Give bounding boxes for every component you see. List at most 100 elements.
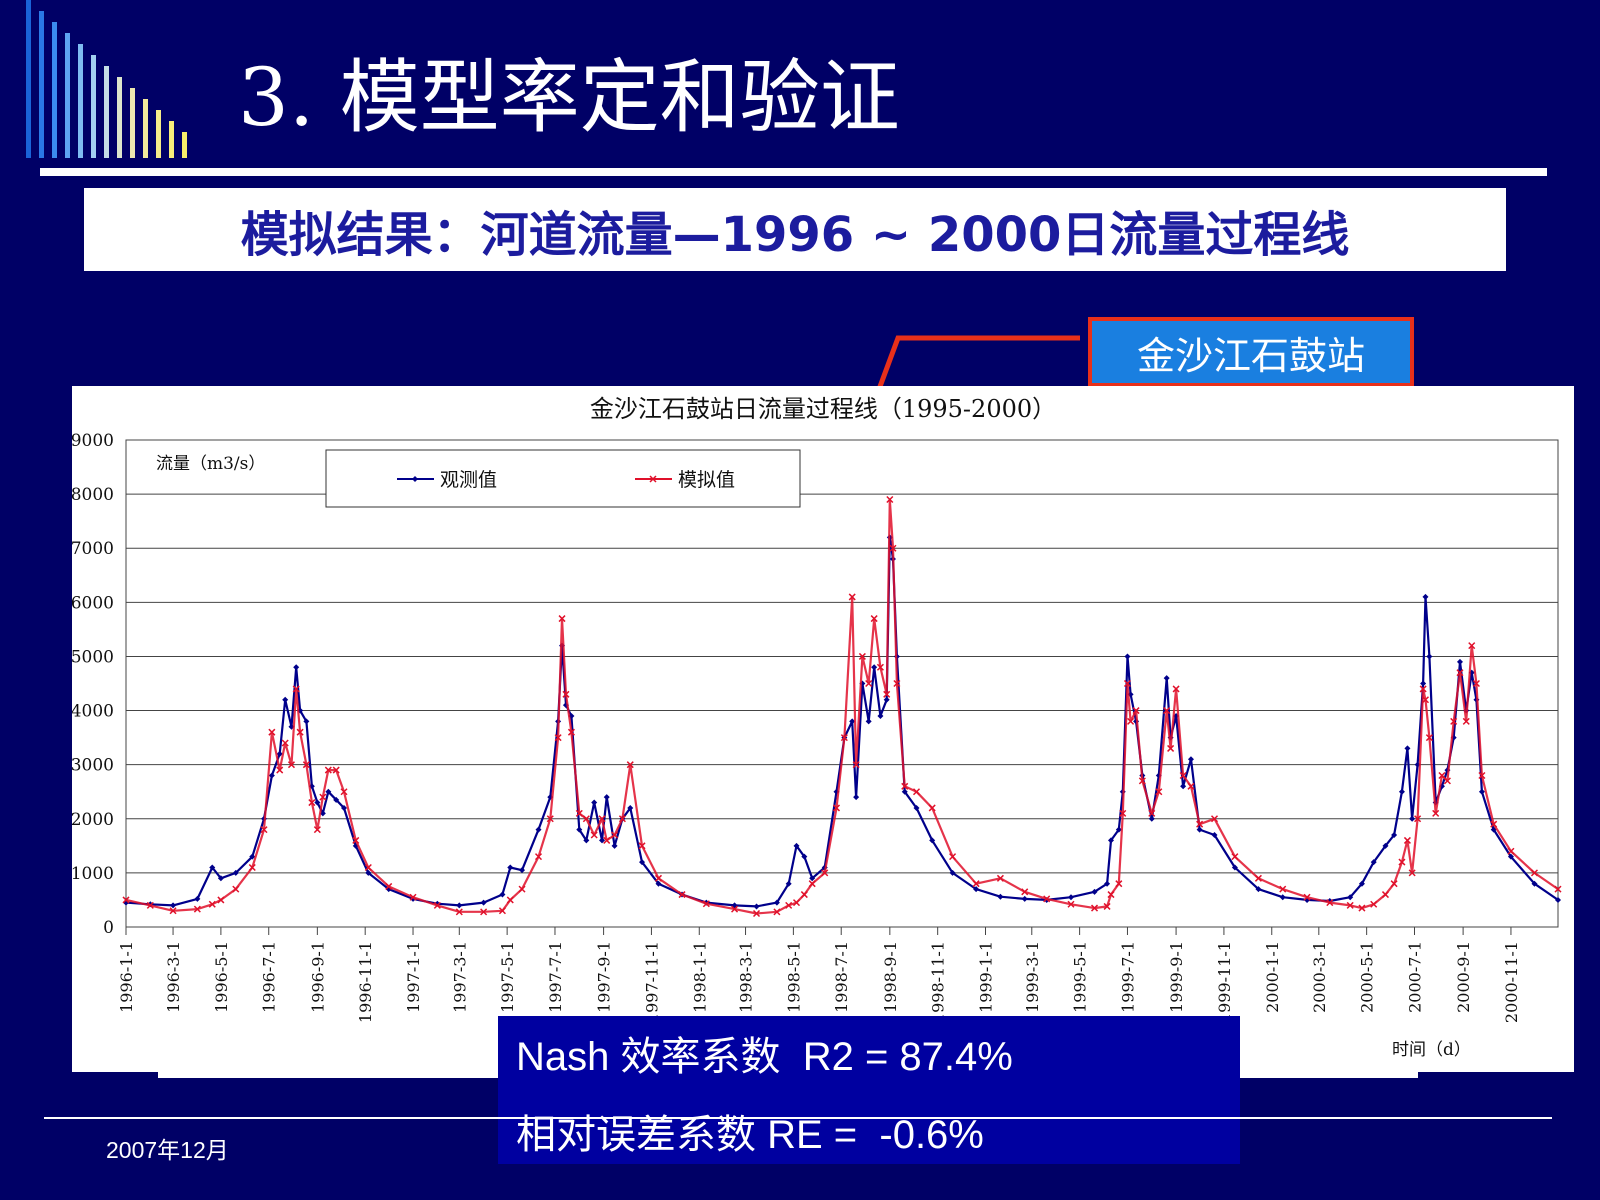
simulated-point — [1103, 902, 1111, 910]
simulated-point — [1148, 809, 1156, 817]
simulated-point — [638, 842, 646, 850]
simulated-point — [217, 896, 225, 904]
simulated-point — [654, 874, 663, 882]
observed-point — [1422, 593, 1429, 600]
simulated-point — [840, 734, 848, 742]
simulated-point — [1043, 895, 1051, 903]
simulated-point — [1432, 809, 1440, 817]
simulated-point — [1425, 734, 1433, 742]
simulated-point — [928, 804, 936, 812]
observed-point — [1163, 675, 1170, 682]
x-tick-label: 1996-11-1 — [356, 941, 375, 1023]
x-tick-label: 1998-1-1 — [690, 941, 709, 1013]
decor-bar — [130, 88, 135, 158]
observed-point — [314, 799, 321, 806]
observed-point — [877, 712, 884, 719]
decor-bar — [143, 99, 148, 158]
observed-point — [293, 664, 300, 671]
x-tick-label: 1996-1-1 — [117, 941, 136, 1013]
observed-point — [365, 869, 372, 876]
chart-panel: 金沙江石鼓站日流量过程线（1995-2000） 0 1000 2000 3000 400… — [72, 386, 1574, 1072]
simulated-point — [364, 863, 372, 872]
observed-point — [1115, 826, 1122, 833]
simulated-point — [287, 761, 296, 769]
simulated-point — [1530, 869, 1539, 877]
simulated-point — [276, 766, 284, 774]
simulated-point — [1303, 893, 1311, 901]
observed-point — [1398, 788, 1405, 795]
relative-error-text: 相对误差系数 RE = -0.6% — [516, 1113, 984, 1157]
slide-title: 3. 模型率定和验证 — [238, 51, 900, 144]
simulated-point — [1358, 904, 1366, 912]
observed-point — [883, 696, 890, 703]
simulated-point — [324, 766, 332, 774]
simulated-point — [546, 815, 554, 823]
y-tick-label: 3000 — [72, 756, 114, 776]
observed-point — [170, 902, 177, 909]
observed-point — [1107, 837, 1114, 844]
simulated-point — [1438, 771, 1446, 780]
legend-observed-label: 观测值 — [440, 469, 497, 491]
observed-point — [1490, 826, 1497, 833]
simulated-point — [455, 908, 463, 916]
observed-point — [535, 826, 542, 833]
station-label: 金沙江石鼓站 — [1136, 333, 1365, 378]
observed-series-line — [125, 536, 1559, 908]
observed-point — [232, 869, 239, 876]
simulated-point — [1326, 899, 1334, 907]
observed-point — [865, 718, 872, 725]
simulated-point — [169, 907, 177, 915]
simulated-point — [865, 679, 873, 688]
observed-point — [303, 718, 310, 725]
observed-point — [949, 869, 956, 876]
decorative-step-bars — [26, 0, 187, 158]
x-tick-label: 1997-3-1 — [450, 941, 469, 1013]
decor-bar — [169, 121, 174, 158]
subtitle-banner: 模拟结果：河道流量—1996 ~ 2000日流量过程线 — [84, 188, 1506, 271]
simulated-point — [582, 815, 590, 823]
observed-point — [809, 875, 816, 882]
observed-point — [1231, 864, 1238, 871]
simulated-point — [1414, 815, 1422, 823]
observed-point — [194, 895, 201, 902]
observed-point — [1531, 880, 1538, 887]
simulated-point — [1107, 891, 1115, 899]
decor-bar — [117, 77, 122, 158]
observed-point — [217, 875, 224, 882]
station-label-box: 金沙江石鼓站 — [1088, 317, 1414, 387]
decor-bar — [182, 132, 187, 158]
observed-point — [1187, 756, 1194, 763]
x-tick-label: 1996-9-1 — [308, 941, 327, 1013]
legend-simulated-label: 模拟值 — [678, 469, 735, 491]
simulated-point — [554, 734, 562, 742]
flow-chart: 金沙江石鼓站日流量过程线（1995-2000） 0 1000 2000 3000 400… — [72, 395, 1562, 1060]
x-tick-label: 1997-5-1 — [498, 941, 517, 1013]
simulated-point — [1231, 853, 1239, 861]
observed-point — [1347, 894, 1354, 901]
decor-bar — [104, 66, 109, 158]
observed-point — [1067, 894, 1074, 901]
observed-point — [1104, 880, 1111, 887]
simulated-point — [480, 908, 488, 916]
simulated-point — [1443, 777, 1451, 785]
simulated-point — [193, 905, 201, 913]
observed-point — [871, 664, 878, 671]
observed-point — [773, 899, 780, 906]
simulated-point — [313, 826, 321, 834]
observed-point — [1124, 653, 1131, 660]
simulated-point — [752, 909, 761, 918]
observed-point — [1382, 842, 1389, 849]
simulated-point — [1507, 847, 1515, 855]
x-tick-label: 1999-3-1 — [1023, 941, 1042, 1013]
decor-bar — [52, 22, 57, 158]
observed-point — [249, 853, 256, 860]
simulated-point — [1167, 744, 1175, 752]
simulated-series-line — [125, 498, 1559, 915]
simulated-point — [876, 663, 884, 671]
simulated-point — [1478, 771, 1486, 780]
observed-point — [591, 799, 598, 806]
simulated-point — [319, 793, 327, 801]
simulated-point — [1254, 874, 1262, 882]
simulated-point — [702, 900, 710, 908]
simulated-point — [1490, 820, 1498, 828]
